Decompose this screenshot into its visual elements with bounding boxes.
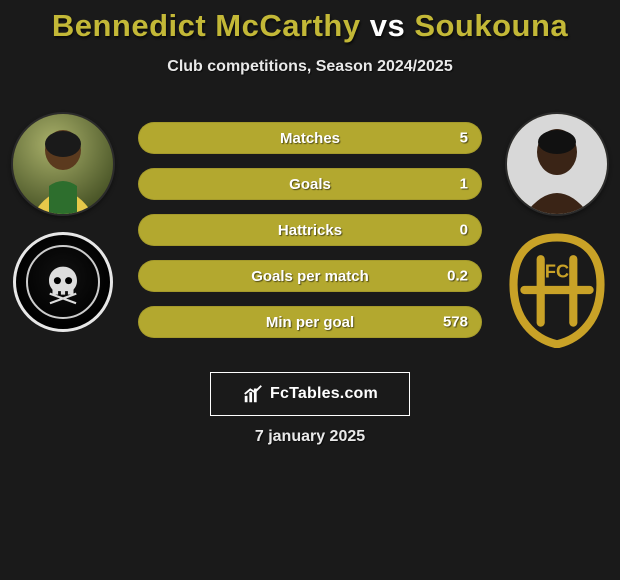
stat-row: Hattricks 0	[138, 214, 482, 246]
stat-row: Matches 5	[138, 122, 482, 154]
stats-list: Matches 5 Goals 1 Hattricks 0 Goals per …	[138, 122, 482, 338]
subtitle: Club competitions, Season 2024/2025	[0, 58, 620, 76]
date-label: 7 january 2025	[255, 428, 365, 446]
comparison-card: Bennedict McCarthy vs Soukouna Club comp…	[0, 0, 620, 580]
right-column: FC	[502, 112, 612, 348]
stat-row: Min per goal 578	[138, 306, 482, 338]
left-column	[8, 112, 118, 332]
club-right-crest-icon: FC	[502, 232, 612, 348]
vs-label: vs	[370, 8, 405, 43]
brand-text: FcTables.com	[270, 385, 378, 403]
svg-text:FC: FC	[545, 261, 569, 281]
stat-label: Min per goal	[266, 314, 354, 331]
stat-label: Goals per match	[251, 268, 369, 285]
brand-box: FcTables.com	[210, 372, 410, 416]
player-right-name: Soukouna	[414, 8, 568, 43]
player-left-name: Bennedict McCarthy	[52, 8, 361, 43]
player-left-avatar-icon	[11, 112, 115, 216]
stat-row: Goals 1	[138, 168, 482, 200]
stat-value: 5	[460, 130, 468, 147]
stat-label: Goals	[289, 176, 331, 193]
stat-value: 0.2	[447, 268, 468, 285]
stat-label: Matches	[280, 130, 340, 147]
stat-row: Goals per match 0.2	[138, 260, 482, 292]
stat-value: 1	[460, 176, 468, 193]
stat-value: 0	[460, 222, 468, 239]
stat-value: 578	[443, 314, 468, 331]
page-title: Bennedict McCarthy vs Soukouna	[0, 0, 620, 44]
player-right-avatar-icon	[505, 112, 609, 216]
stat-label: Hattricks	[278, 222, 342, 239]
chart-icon	[242, 383, 264, 405]
club-left-crest-icon	[13, 232, 113, 332]
